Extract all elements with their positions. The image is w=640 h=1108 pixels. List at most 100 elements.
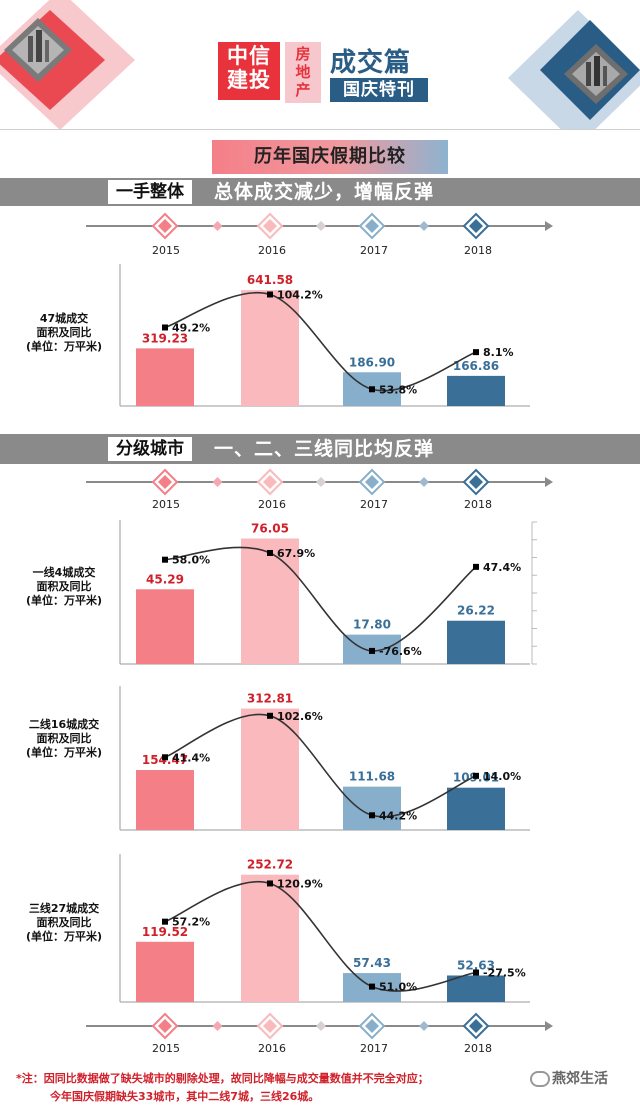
chart-tier3-27-cities: 119.52 252.72 57.43 52.63 57.2% 120.9% 51.0% -2… [119, 854, 530, 1003]
section1-headline: 总体成交减少，增幅反弹 [214, 181, 435, 203]
yoy-label: -76.6% [379, 645, 422, 658]
bar-2018 [447, 975, 505, 1002]
bar-2015 [136, 348, 194, 406]
yoy-label: -27.5% [483, 967, 526, 980]
yoy-label: 49.2% [172, 321, 210, 334]
header-subtitle: 国庆特刊 [330, 78, 428, 102]
timeline-dot [316, 477, 326, 487]
timeline-marker-inner [469, 475, 483, 489]
timeline-dot [212, 1021, 223, 1031]
timeline2-year-2018: 2018 [464, 498, 492, 511]
timeline-marker-inner [263, 219, 277, 233]
bar-value-label: 111.68 [349, 770, 395, 784]
timeline-dot [419, 221, 429, 231]
yoy-point-2016 [267, 291, 273, 298]
timeline-marker-inner [158, 475, 172, 489]
chart-47-cities: 319.23 641.58 186.90 166.86 49.2% 104.2% 53.8%… [119, 264, 530, 407]
timeline2-year-2015: 2015 [152, 498, 180, 511]
yoy-point-2018 [473, 969, 479, 976]
timeline-dot [212, 221, 223, 231]
timeline-1 [86, 212, 553, 240]
bar-value-label: 119.52 [142, 925, 188, 939]
logo-side-label: 房地产 [285, 42, 321, 103]
bar-value-label: 186.90 [349, 355, 395, 369]
timeline-marker-inner [158, 219, 172, 233]
timeline-dot [316, 221, 326, 231]
yoy-label: 47.4% [483, 561, 521, 574]
watermark: 燕郊生活 [530, 1068, 608, 1088]
header-decoration [0, 0, 640, 130]
timeline3-year-2015: 2015 [152, 1042, 180, 1055]
yoy-point-2017 [369, 647, 375, 654]
yoy-label: 57.2% [172, 916, 210, 929]
chart4-side-label: 三线27城成交 面积及同比 (单位：万平米) [25, 902, 103, 943]
logo-line1: 中信 [227, 44, 271, 68]
bar-value-label: 166.86 [453, 359, 499, 373]
yoy-line [164, 713, 477, 818]
chart-tier1-4-cities: 45.29 76.05 17.80 26.22 58.0% 67.9% -76.6% 47.4… [119, 520, 537, 665]
bar-value-label: 252.72 [247, 858, 293, 872]
yoy-point-2018 [473, 563, 479, 570]
timeline-marker-inner [158, 1019, 172, 1033]
timeline3-year-2018: 2018 [464, 1042, 492, 1055]
timeline-marker-inner [263, 1019, 277, 1033]
yoy-point-2015 [162, 918, 168, 925]
section-banner: 历年国庆假期比较 [212, 140, 448, 174]
section1-bar [0, 178, 640, 206]
footnote-line1: *注：因同比数据做了缺失城市的剔除处理，故同比降幅与成交量数值并不完全对应； [16, 1072, 429, 1085]
chart1-side-label: 47城成交 面积及同比 (单位：万平米) [25, 312, 103, 353]
yoy-label: 44.2% [379, 809, 417, 822]
bar-2016 [241, 708, 299, 830]
yoy-point-2017 [369, 983, 375, 990]
logo-block: 中信 建投 [218, 42, 280, 100]
bar-2018 [447, 375, 505, 406]
footnote-line2: 今年国庆假期缺失33城市，其中二线7城，三线26城。 [50, 1090, 320, 1103]
timeline-dot [212, 477, 223, 487]
timeline-dot [419, 477, 429, 487]
section2-headline: 一、二、三线同比均反弹 [214, 438, 435, 460]
timeline-marker-inner [469, 219, 483, 233]
timeline1-year-2017: 2017 [360, 244, 388, 257]
yoy-point-2017 [369, 812, 375, 819]
bar-2016 [241, 874, 299, 1002]
timeline-2 [86, 468, 553, 496]
timeline-marker-inner [263, 475, 277, 489]
yoy-point-2018 [473, 349, 479, 356]
timeline-dot [316, 1021, 326, 1031]
yoy-label: 120.9% [277, 877, 323, 890]
bar-2018 [447, 787, 505, 830]
chart-tier2-16-cities: 154.47312.81111.68109.0141.4%102.6%44.2%… [119, 686, 530, 831]
bar-value-label: 17.80 [353, 618, 391, 632]
bar-value-label: 57.43 [353, 956, 391, 970]
bar-value-label: 45.29 [146, 572, 184, 586]
yoy-label: 8.1% [483, 346, 514, 359]
timeline-marker-inner [365, 475, 379, 489]
yoy-point-2016 [267, 880, 273, 887]
timeline2-year-2016: 2016 [258, 498, 286, 511]
timeline2-year-2017: 2017 [360, 498, 388, 511]
section2-bar [0, 434, 640, 464]
yoy-line [164, 292, 477, 392]
bar-value-label: 641.58 [247, 273, 293, 287]
chart2-side-label: 一线4城成交 面积及同比 (单位：万平米) [25, 566, 103, 607]
yoy-label: 58.0% [172, 554, 210, 567]
timeline-marker-inner [365, 219, 379, 233]
bar-2015 [136, 770, 194, 830]
timeline1-year-2016: 2016 [258, 244, 286, 257]
bar-value-label: 319.23 [142, 331, 188, 345]
yoy-line [164, 546, 477, 652]
header-title: 成交篇 [330, 48, 412, 78]
timeline-marker-inner [365, 1019, 379, 1033]
section1-tag: 一手整体 [108, 180, 192, 204]
timeline1-year-2015: 2015 [152, 244, 180, 257]
bar-2018 [447, 620, 505, 664]
yoy-label: 67.9% [277, 547, 315, 560]
section2-tag: 分级城市 [108, 437, 192, 461]
timeline-arrow-icon [545, 477, 553, 487]
timeline-3 [86, 1012, 553, 1040]
timeline-marker-inner [469, 1019, 483, 1033]
bar-value-label: 26.22 [457, 604, 495, 618]
yoy-point-2018 [473, 772, 479, 779]
yoy-point-2015 [162, 754, 168, 761]
yoy-label: 51.0% [379, 981, 417, 994]
